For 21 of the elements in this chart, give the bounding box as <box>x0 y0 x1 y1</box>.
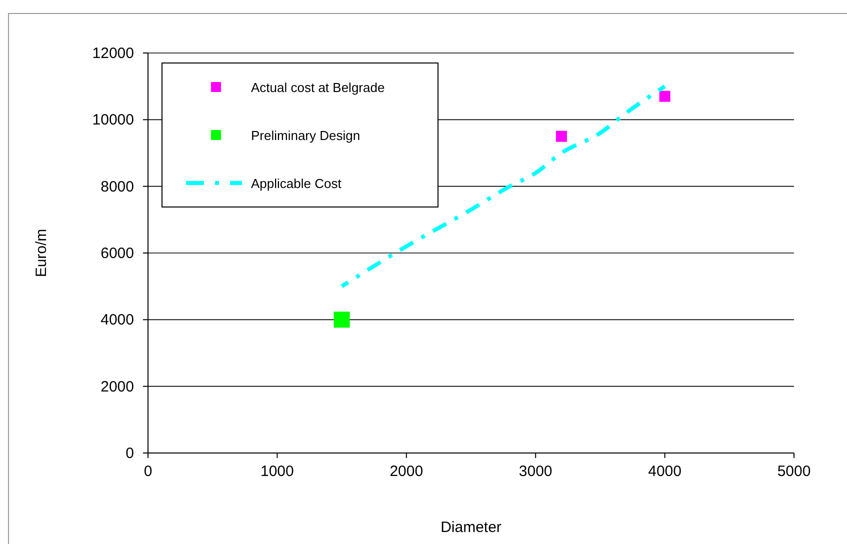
x-tick-label: 5000 <box>777 463 811 480</box>
y-tick-label: 12000 <box>92 45 134 62</box>
x-tick-label: 4000 <box>648 463 682 480</box>
y-tick-label: 6000 <box>100 245 134 262</box>
x-axis-title: Diameter <box>440 519 502 536</box>
legend-label: Preliminary Design <box>251 128 360 143</box>
x-tick-label: 0 <box>144 463 152 480</box>
x-tick-label: 1000 <box>260 463 294 480</box>
y-axis-title: Euro/m <box>33 228 50 278</box>
y-tick-label: 0 <box>126 445 134 462</box>
legend-label: Applicable Cost <box>251 176 342 191</box>
x-tick-label: 2000 <box>390 463 424 480</box>
legend-label: Actual cost at Belgrade <box>251 80 385 95</box>
y-tick-label: 4000 <box>100 312 134 329</box>
point <box>334 312 350 328</box>
y-tick-label: 10000 <box>92 112 134 129</box>
point <box>556 130 567 142</box>
x-tick-label: 3000 <box>518 463 552 480</box>
point <box>659 90 670 102</box>
y-tick-label: 8000 <box>100 178 134 196</box>
y-tick-label: 2000 <box>100 378 134 396</box>
